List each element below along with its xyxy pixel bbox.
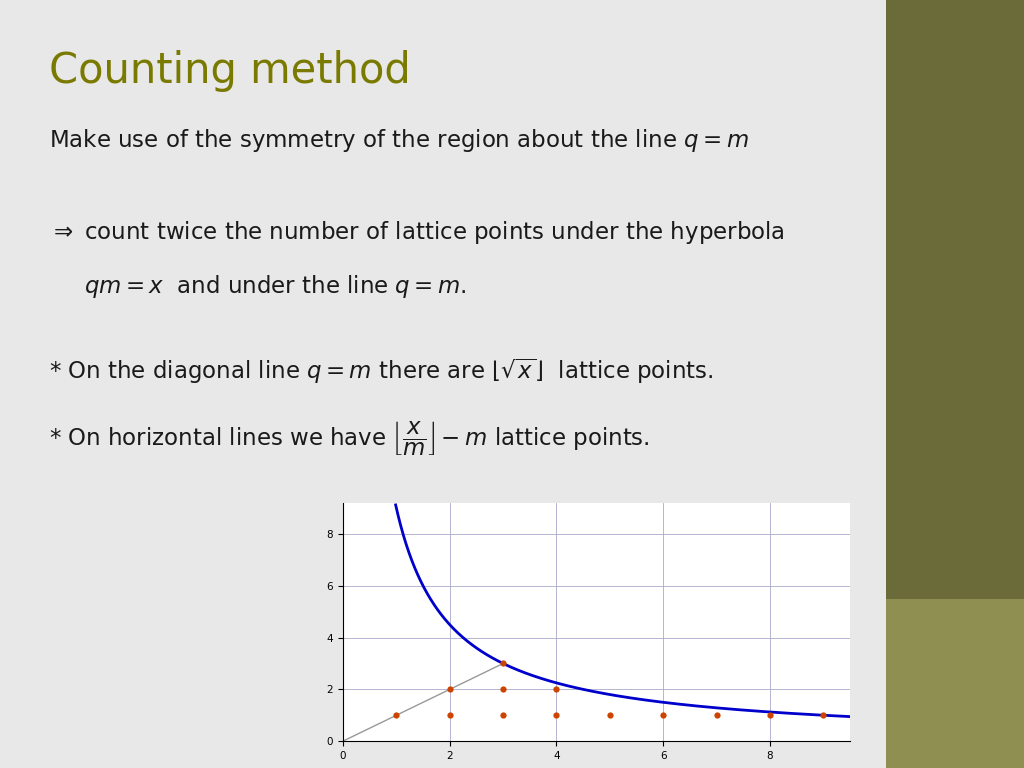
Text: * On the diagonal line $q = m$ there are $\lfloor\sqrt{x}\rfloor$  lattice point: * On the diagonal line $q = m$ there are… bbox=[49, 357, 714, 386]
Text: $qm = x$  and under the line $q = m$.: $qm = x$ and under the line $q = m$. bbox=[84, 273, 467, 300]
Text: $\Rightarrow$ count twice the number of lattice points under the hyperbola: $\Rightarrow$ count twice the number of … bbox=[49, 219, 784, 246]
Text: Make use of the symmetry of the region about the line $q = m$: Make use of the symmetry of the region a… bbox=[49, 127, 749, 154]
Text: * On horizontal lines we have $\left\lfloor\dfrac{x}{m}\right\rfloor - m$ lattic: * On horizontal lines we have $\left\lfl… bbox=[49, 419, 649, 456]
Text: Counting method: Counting method bbox=[49, 50, 411, 92]
